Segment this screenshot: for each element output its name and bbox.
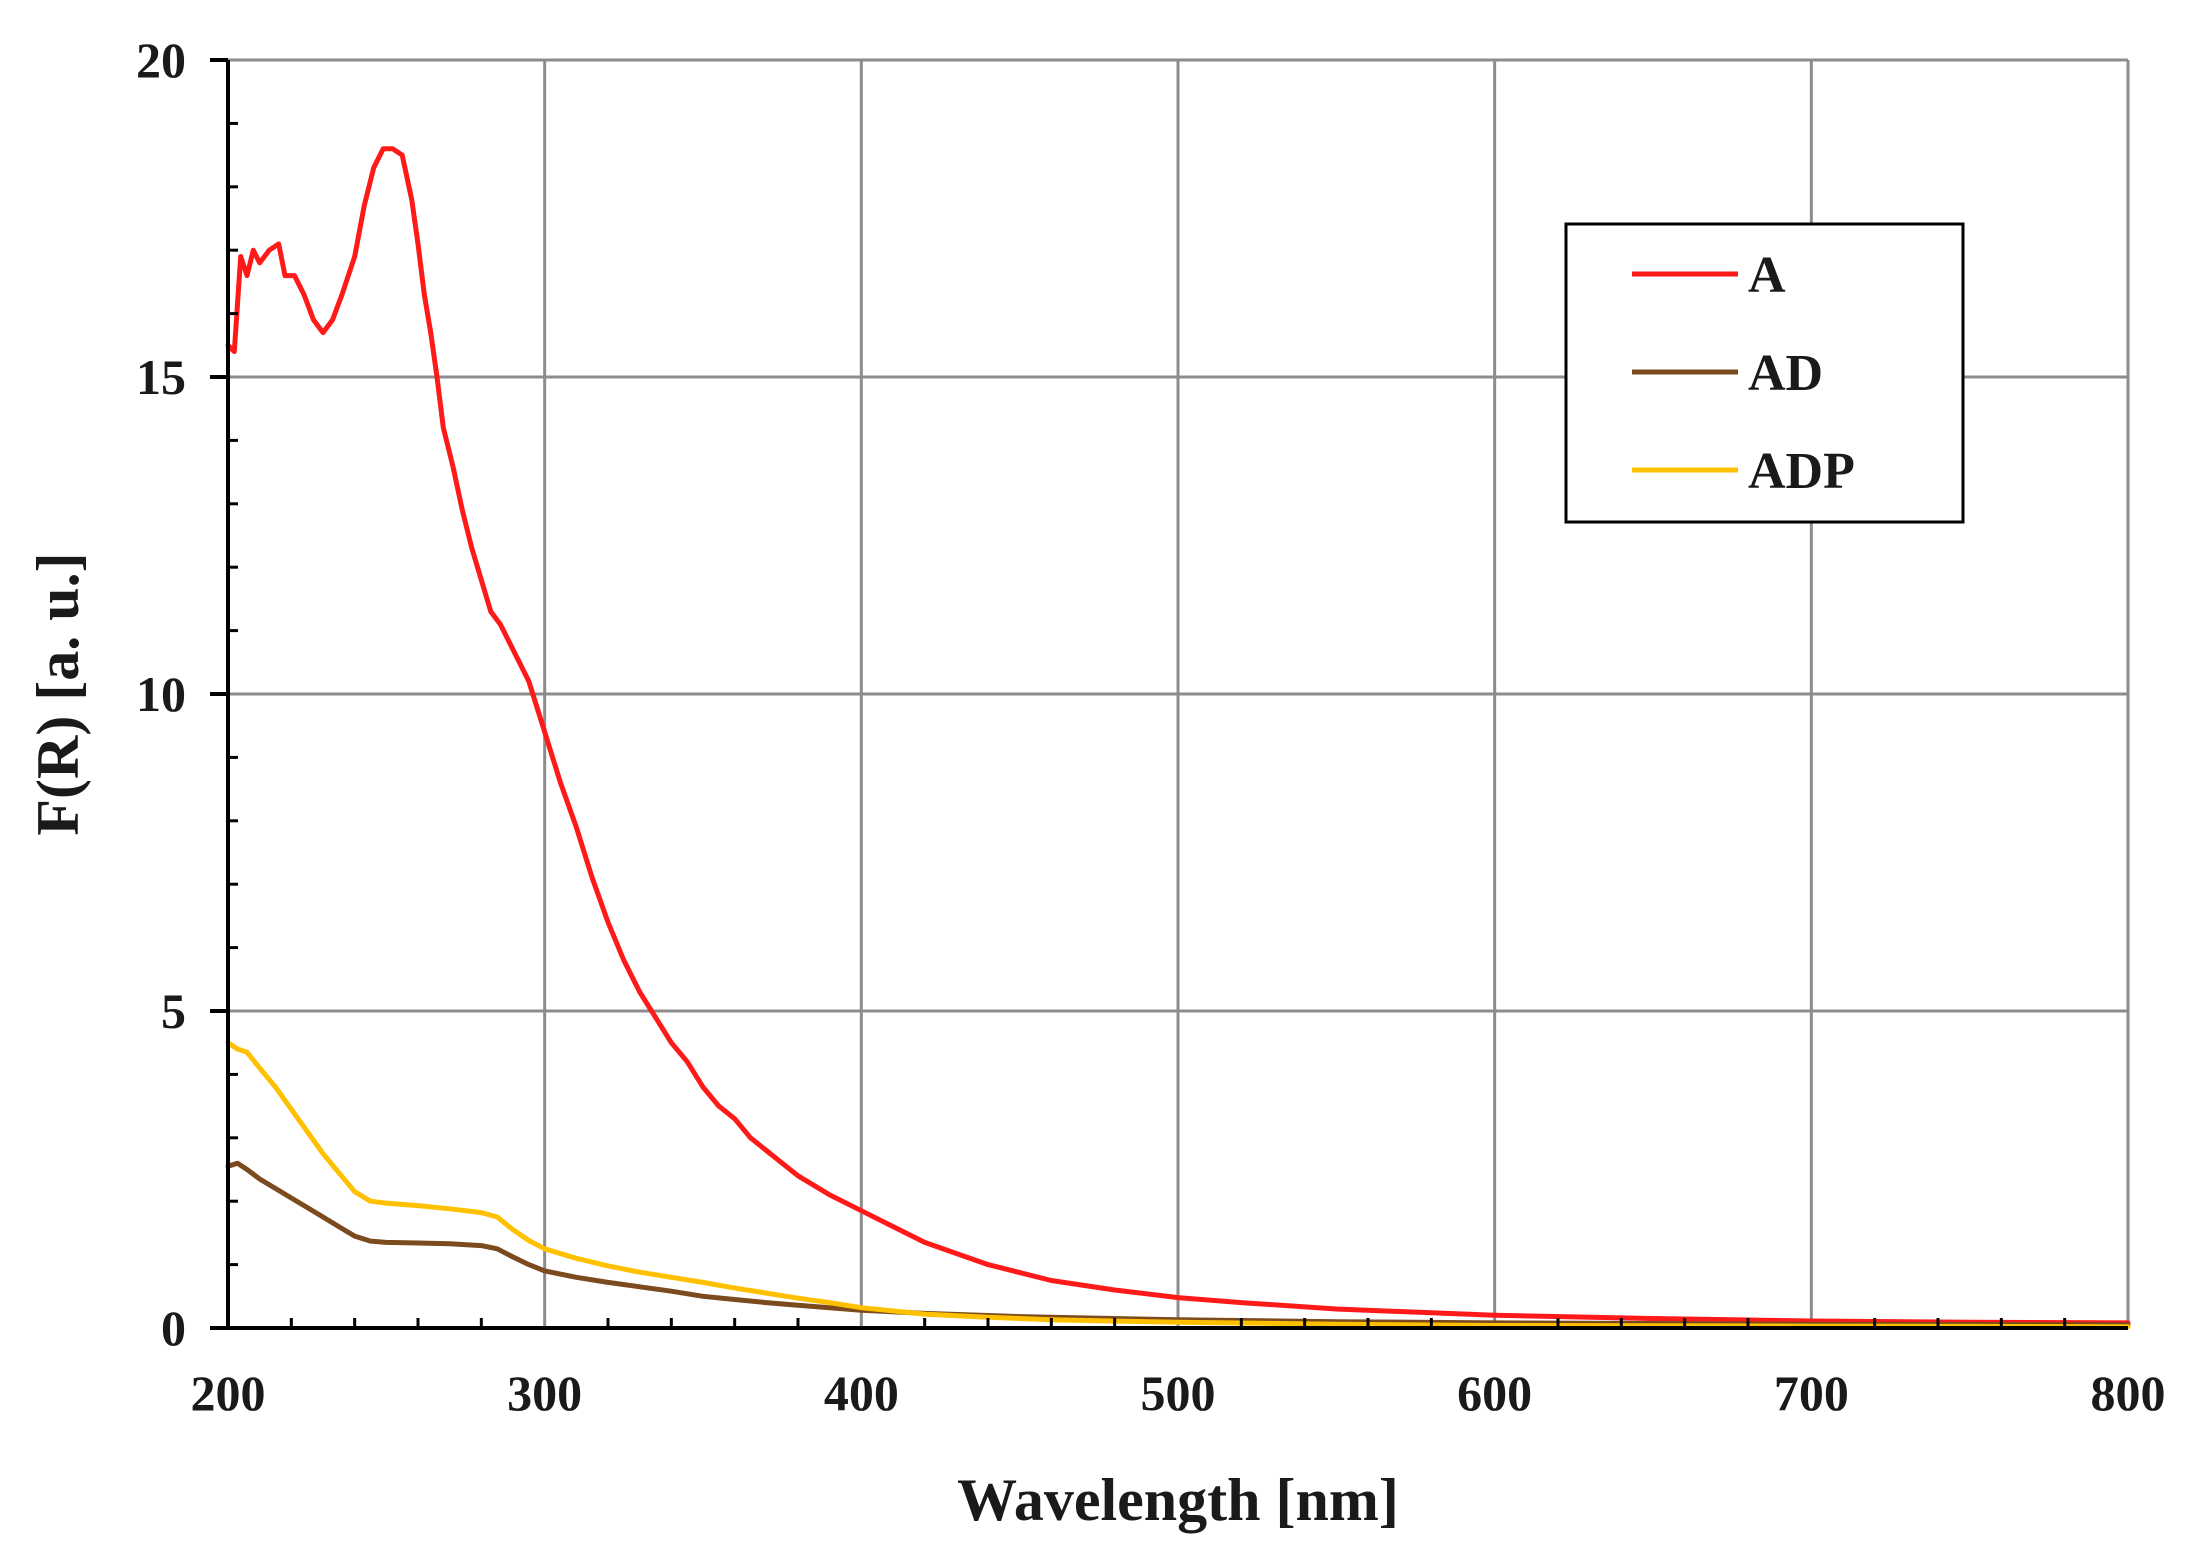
y-tick-label: 15 <box>136 349 186 405</box>
y-axis-title: F(R) [a. u.] <box>25 552 91 835</box>
legend-label-adp: ADP <box>1748 443 1855 500</box>
series-line-adp <box>225 1040 2131 1330</box>
x-tick-label: 300 <box>507 1365 582 1421</box>
y-tick-labels: 0 5 10 15 20 <box>136 32 186 1356</box>
legend-label-a: A <box>1748 247 1786 304</box>
x-tick-label: 400 <box>824 1365 899 1421</box>
x-tick-label: 700 <box>1774 1365 1849 1421</box>
axes <box>210 58 2128 1330</box>
y-tick-label: 5 <box>161 983 186 1039</box>
grid <box>228 58 2130 1328</box>
x-axis-title: Wavelength [nm] <box>957 1467 1399 1533</box>
y-tick-label: 10 <box>136 666 186 722</box>
legend: A AD ADP <box>1564 222 1965 524</box>
y-tick-label: 0 <box>161 1300 186 1356</box>
x-tick-label: 500 <box>1141 1365 1216 1421</box>
series-line-a <box>225 146 2131 1326</box>
x-tick-labels: 200 300 400 500 600 700 800 <box>191 1365 2166 1421</box>
x-tick-label: 600 <box>1457 1365 1532 1421</box>
x-tick-label: 800 <box>2091 1365 2166 1421</box>
legend-label-ad: AD <box>1748 345 1823 402</box>
y-tick-label: 20 <box>136 32 186 88</box>
series-group <box>225 146 2131 1330</box>
x-tick-label: 200 <box>191 1365 266 1421</box>
